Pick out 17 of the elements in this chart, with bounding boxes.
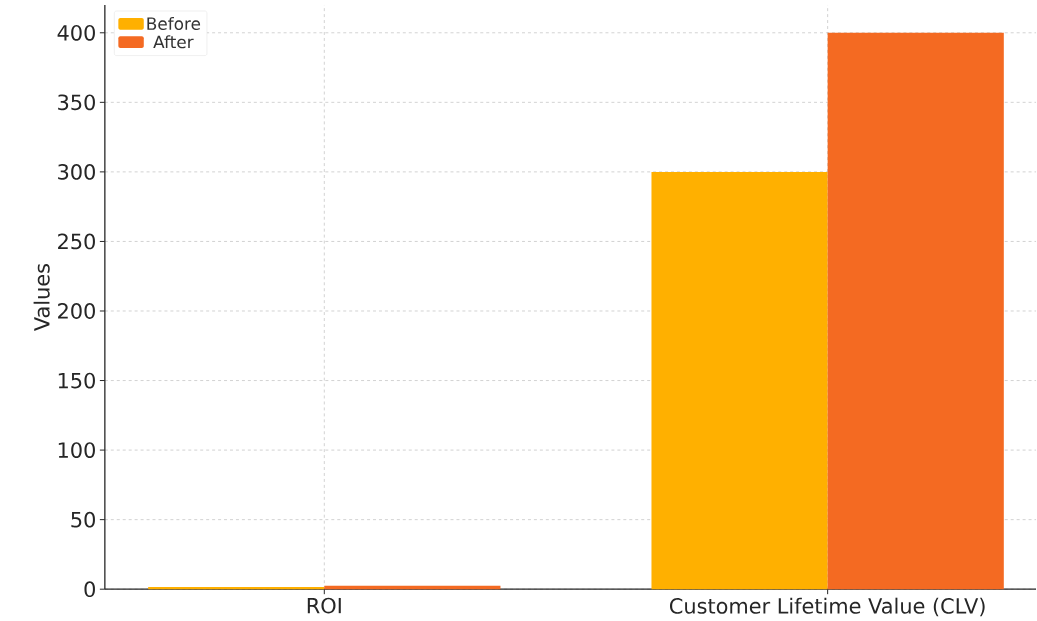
y-tick-label: 200 bbox=[58, 303, 95, 319]
y-tick-label: 150 bbox=[58, 372, 95, 389]
y-tick-label: 400 bbox=[57, 24, 95, 41]
y-tick-label: 300 bbox=[58, 163, 95, 180]
y-tick-label: 250 bbox=[58, 233, 95, 250]
bar bbox=[148, 587, 325, 590]
x-tick-label: ROI bbox=[307, 597, 341, 614]
y-tick-label: 0 bbox=[84, 581, 95, 598]
y-tick-label: 100 bbox=[58, 442, 95, 458]
y-tick-label: 50 bbox=[71, 511, 95, 528]
y-axis-title: Values bbox=[33, 263, 50, 331]
y-tick-label: 350 bbox=[58, 94, 95, 111]
legend-label: After bbox=[153, 35, 194, 49]
bar bbox=[827, 32, 1004, 590]
x-tick-label: Customer Lifetime Value (CLV) bbox=[669, 597, 985, 617]
bar bbox=[651, 171, 828, 590]
legend-label: Before bbox=[147, 16, 201, 30]
